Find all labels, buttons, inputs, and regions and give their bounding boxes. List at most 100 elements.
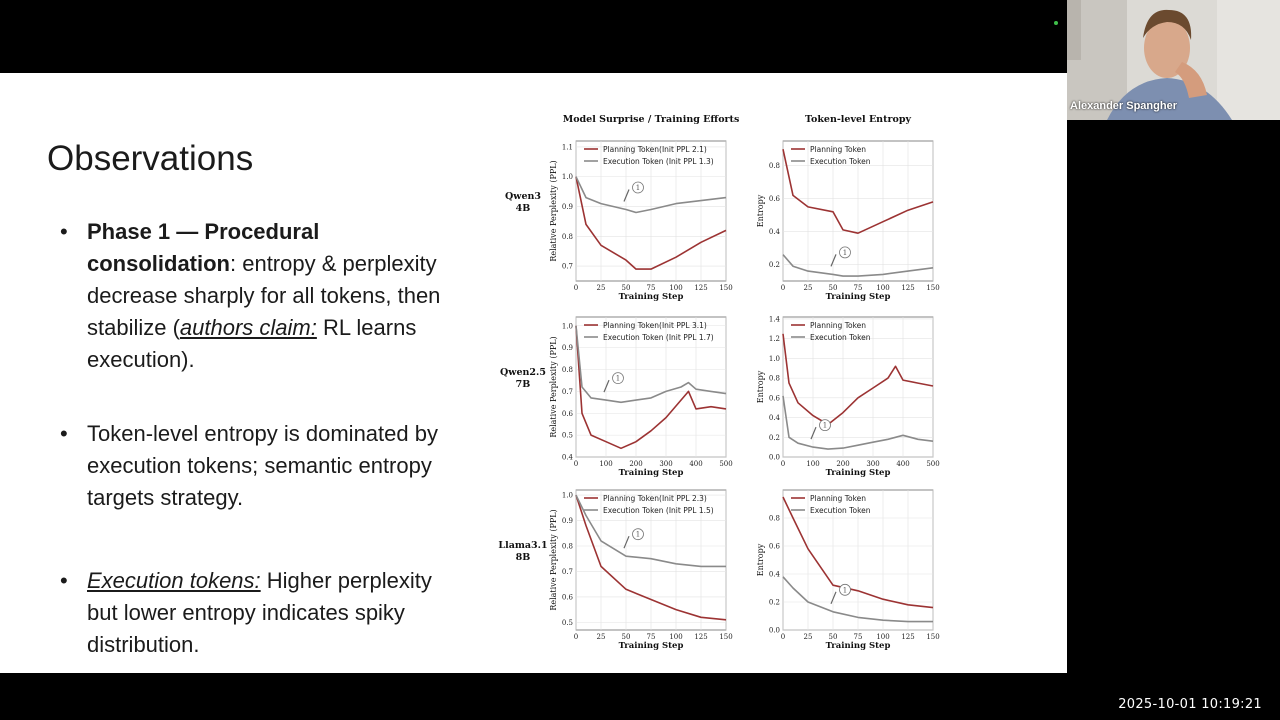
chart-figure: Model Surprise / Training Efforts Token-l… [498,107,948,652]
subplot: 0 25 50 75 100 125 150 0.7 0.8 0.9 1.0 1.1 Training … [549,140,733,302]
x-tick-label: 125 [901,284,914,292]
y-tick-label: 0.8 [769,375,780,383]
annotation-label: 1 [636,531,640,539]
x-tick-label: 25 [597,633,606,641]
x-tick-label: 25 [804,284,813,292]
row-label: Qwen3 [505,191,541,202]
bullet-phase-1: • Phase 1 — Procedural consolidation: en… [60,216,460,376]
x-axis-label: Training Step [619,292,684,302]
y-tick-label: 0.6 [562,410,574,418]
y-axis-label: Entropy [756,543,765,576]
y-tick-label: 0.5 [562,432,573,440]
subplot: 0 25 50 75 100 125 150 0.0 0.2 0.4 0.6 0.8 Training … [756,489,940,651]
series-line [575,325,727,404]
x-tick-label: 0 [574,460,578,468]
annotation-label: 1 [636,184,640,192]
column-title: Token-level Entropy [805,114,911,125]
y-tick-label: 0.7 [562,568,573,576]
y-axis-label: Relative Perplexity (PPL) [549,160,558,261]
x-tick-label: 50 [622,284,631,292]
webcam-tile[interactable]: Alexander Spangher [1067,0,1280,120]
annotation-arrow [623,189,630,202]
x-tick-label: 200 [629,460,642,468]
annotation-label: 1 [616,375,620,383]
legend-entry: Planning Token(Init PPL 2.3) [603,494,707,503]
x-tick-label: 0 [781,284,785,292]
legend-entry: Execution Token [810,157,871,166]
x-tick-label: 150 [926,633,939,641]
x-tick-label: 50 [622,633,631,641]
y-tick-label: 0.6 [769,394,781,402]
x-tick-label: 125 [901,633,914,641]
legend-entry: Planning Token [810,321,866,330]
subplot: 0 100 200 300 400 500 0.0 0.2 0.4 0.6 0.8 1.0 1.2 1.4… [756,315,940,478]
bullet-text: Execution tokens: Higher perplexity but … [87,565,460,661]
y-tick-label: 0.2 [769,599,780,607]
x-tick-label: 25 [804,633,813,641]
legend-entry: Execution Token [810,506,871,515]
annotation-circle [839,583,851,596]
x-tick-label: 50 [829,633,838,641]
x-tick-label: 500 [926,460,939,468]
x-axis-label: Training Step [826,468,891,478]
bullet-emphasis: Execution tokens: [87,568,261,593]
y-tick-label: 1.1 [562,143,573,151]
series-line [575,176,727,270]
y-tick-label: 0.8 [562,233,573,241]
participant-video [1067,0,1280,120]
legend-entry: Execution Token (Init PPL 1.3) [603,157,714,166]
x-tick-label: 150 [926,284,939,292]
x-tick-label: 75 [647,284,656,292]
x-tick-label: 0 [574,284,578,292]
bullet-tail: RL learns execution). [87,315,417,372]
legend-entry: Execution Token (Init PPL 1.5) [603,506,714,515]
x-tick-label: 75 [647,633,656,641]
annotation-label: 1 [823,422,827,430]
y-tick-label: 0.4 [769,571,781,579]
y-tick-label: 0.0 [769,454,780,462]
row-label: Qwen2.5 [500,367,546,378]
x-axis-label: Training Step [619,641,684,651]
plot-frame [782,316,934,458]
series-line [782,333,934,426]
x-axis-label: Training Step [826,641,891,651]
legend-entry: Planning Token [810,145,866,154]
legend-entry: Execution Token (Init PPL 1.7) [603,333,714,342]
bullet-marker: • [60,421,68,446]
y-tick-label: 0.2 [769,261,780,269]
x-axis-label: Training Step [826,292,891,302]
bullet-marker: • [60,568,68,593]
x-tick-label: 400 [689,460,702,468]
y-tick-label: 1.0 [562,322,573,330]
legend-entry: Planning Token(Init PPL 2.1) [603,145,707,154]
column-title: Model Surprise / Training Efforts [563,114,740,125]
y-tick-label: 0.8 [562,366,573,374]
y-tick-label: 0.8 [562,543,573,551]
x-tick-label: 100 [669,284,682,292]
x-tick-label: 75 [854,633,863,641]
x-tick-label: 100 [806,460,819,468]
bullet-text: Token-level entropy is dominated by exec… [87,421,438,510]
x-tick-label: 100 [669,633,682,641]
y-tick-label: 0.4 [769,414,781,422]
row-label: 4B [516,203,531,214]
row-label: Llama3.1 [498,540,547,551]
series-line [782,149,934,234]
y-tick-label: 0.9 [562,203,573,211]
series-line [575,494,726,568]
bullet-emphasis: authors claim: [179,315,317,340]
x-tick-label: 150 [719,633,732,641]
y-tick-label: 0.7 [562,263,573,271]
y-tick-label: 0.6 [769,195,781,203]
annotation-circle [839,246,851,259]
annotation-arrow [830,254,837,267]
annotation-circle [612,372,624,385]
y-tick-label: 1.4 [769,315,781,323]
bullet-body: : entropy & perplexity decrease sharply … [87,251,441,340]
y-tick-label: 1.0 [769,355,780,363]
bullet-execution-tokens: • Execution tokens: Higher perplexity bu… [60,565,460,661]
chart-grid-svg: Model Surprise / Training Efforts Token-l… [498,114,940,651]
y-tick-label: 0.8 [769,162,780,170]
series-line [782,576,933,623]
